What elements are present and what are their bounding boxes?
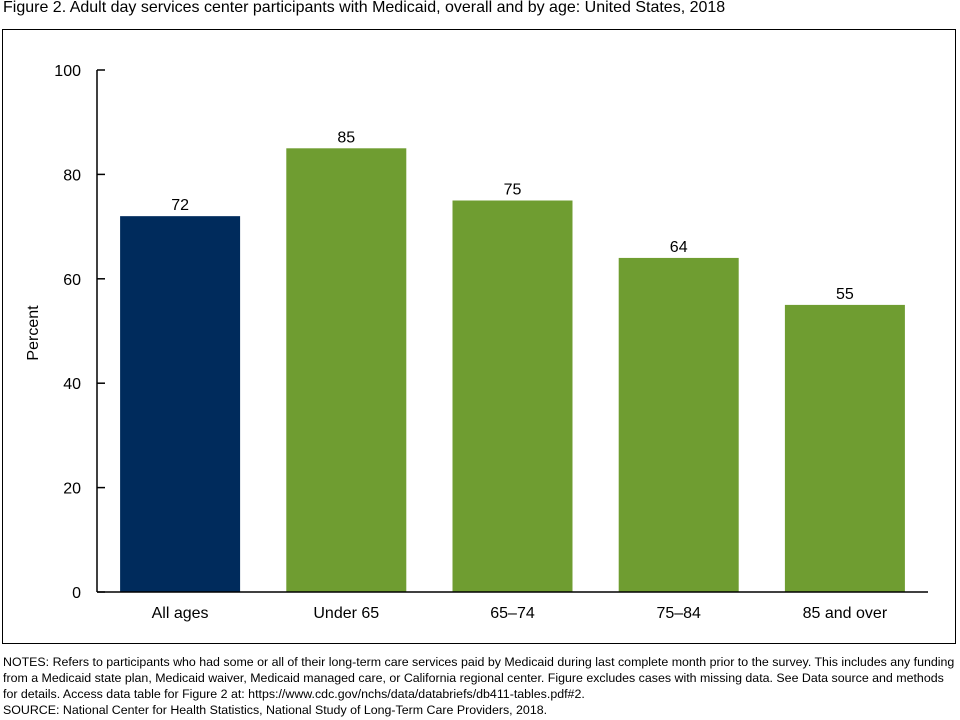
source-text: SOURCE: National Center for Health Stati… [3,703,548,717]
figure-title: Figure 2. Adult day services center part… [3,0,726,16]
y-tick-label: 20 [63,481,81,498]
bars [120,148,905,593]
x-category-label: 65–74 [490,605,535,622]
bar [784,304,905,592]
bar-value-label: 64 [670,239,688,256]
bar-value-label: 75 [504,182,522,199]
x-category-label: Under 65 [313,605,379,622]
y-tick-label: 100 [54,63,81,80]
bar [618,257,739,592]
notes-text: NOTES: Refers to participants who had so… [3,655,955,701]
y-tick-label: 60 [63,272,81,289]
bar [452,200,573,592]
bar-chart: 0 20 40 60 80 100 72 85 75 64 55 All ages Under 65… [25,63,928,622]
y-axis: 0 20 40 60 80 100 [54,63,105,602]
y-tick-label: 40 [63,376,81,393]
chart-frame [2,29,956,644]
x-category-label: 75–84 [656,605,701,622]
bar-value-label: 55 [836,286,854,303]
bar-value-label: 85 [337,129,355,146]
data-labels: 72 85 75 64 55 [171,129,854,303]
figure-notes: NOTES: Refers to participants who had so… [3,654,957,718]
bar-value-label: 72 [171,197,189,214]
x-category-label: All ages [152,605,209,622]
bar [120,216,241,592]
bar [286,148,407,593]
y-tick-label: 80 [63,167,81,184]
y-tick-label: 0 [72,585,81,602]
y-axis-title: Percent [25,305,42,361]
x-axis: All ages Under 65 65–74 75–84 85 and over [97,591,928,622]
x-category-label: 85 and over [803,605,888,622]
